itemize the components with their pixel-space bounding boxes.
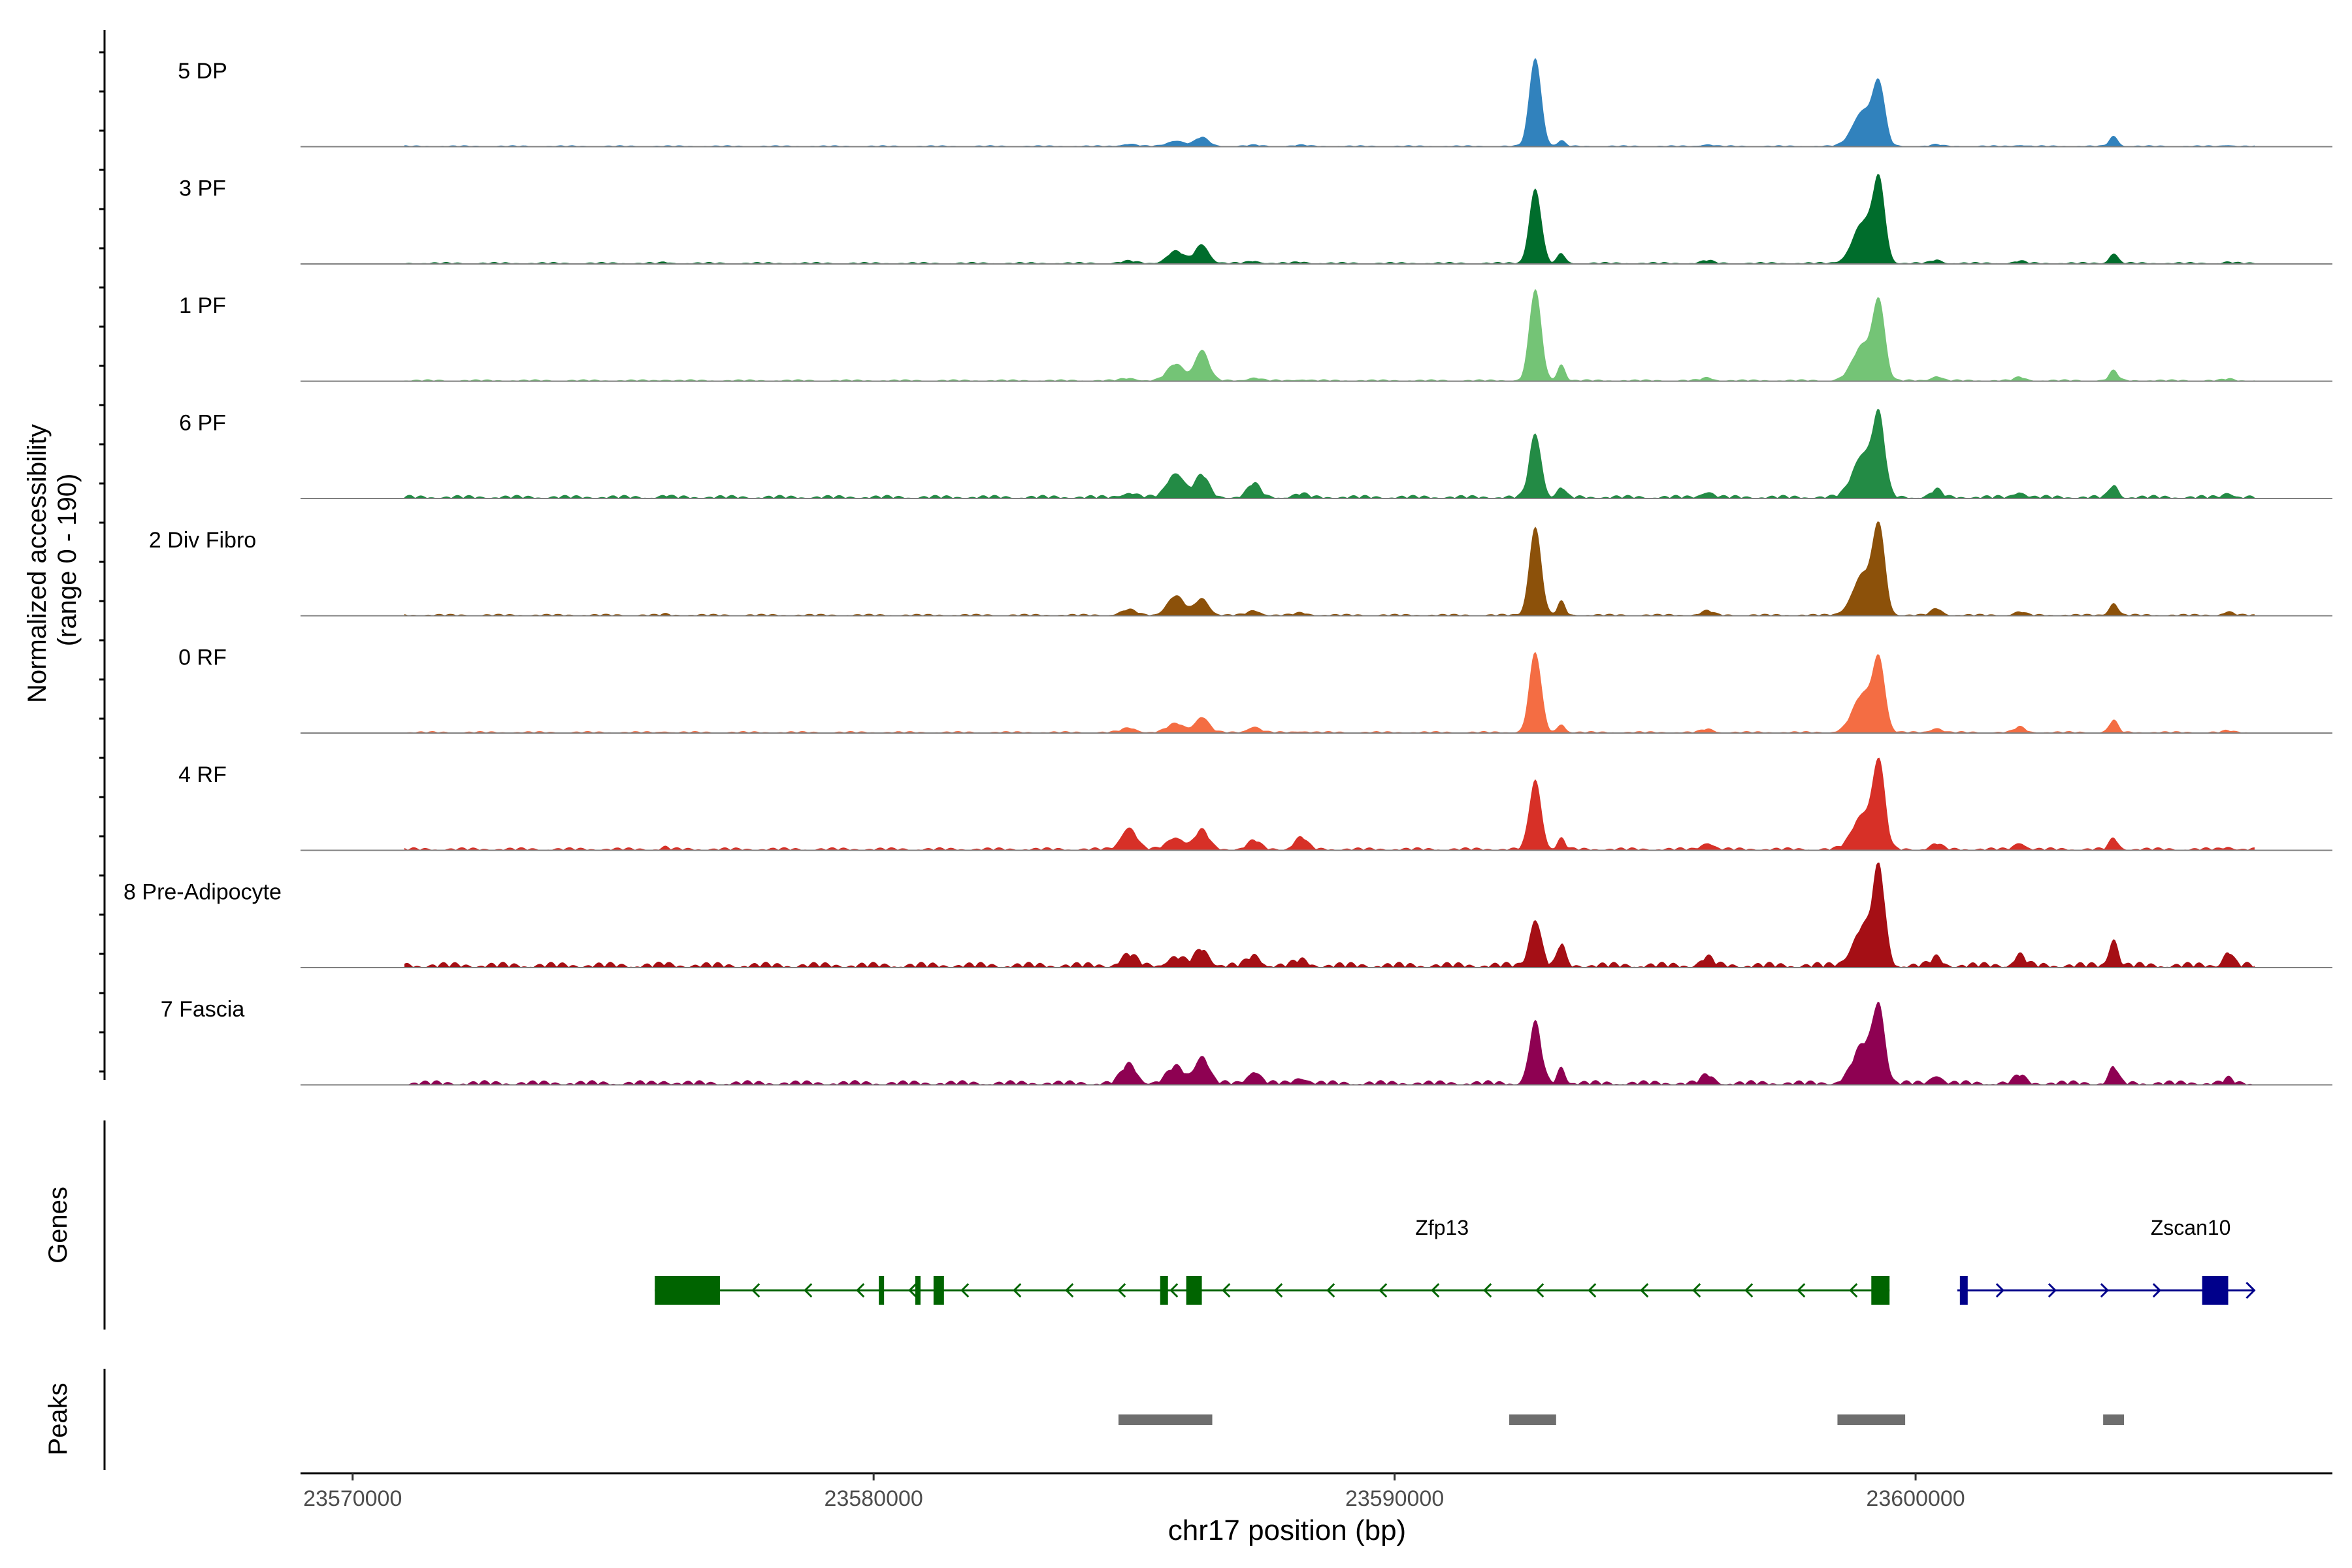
coverage-area-5-dp [404, 57, 2255, 148]
strand-arrow-zscan10-3 [2152, 1282, 2161, 1298]
genes-track: Genes Zfp13 Zscan10 [44, 1120, 2256, 1330]
gene-label-zscan10: Zscan10 [2151, 1216, 2231, 1239]
coverage-area-3-pf [404, 174, 2255, 265]
track-label-1-pf: 1 PF [179, 293, 226, 318]
track-6-pf: 6 PF [179, 408, 2332, 499]
track-label-6-pf: 6 PF [179, 410, 226, 435]
track-4-rf: 4 RF [178, 757, 2332, 851]
coverage-area-8-pre-adipocyte [404, 862, 2255, 968]
strand-arrow-zfp13-19 [1692, 1282, 1701, 1298]
exon-zscan10-0 [1959, 1276, 1968, 1305]
strand-arrow-zfp13-7 [1065, 1282, 1074, 1298]
strand-arrow-zfp13-1 [751, 1282, 760, 1298]
coverage-area-7-fascia [404, 1002, 2255, 1086]
strand-arrow-zfp13-4 [908, 1282, 917, 1298]
strand-arrow-zfp13-2 [804, 1282, 813, 1298]
strand-arrow-zfp13-3 [856, 1282, 865, 1298]
strand-arrow-zfp13-6 [1013, 1282, 1022, 1298]
x-tick-label-3: 23600000 [1866, 1486, 1965, 1511]
strand-arrow-zfp13-17 [1588, 1282, 1597, 1298]
exon-zfp13-3 [933, 1276, 944, 1305]
y-axis: Normalized accessibility (range 0 - 190) [23, 30, 106, 1080]
track-2-div-fibro: 2 Div Fibro [149, 521, 2332, 617]
track-label-3-pf: 3 PF [179, 176, 226, 201]
strand-arrow-zfp13-5 [960, 1282, 970, 1298]
x-tick-label-2: 23590000 [1345, 1486, 1444, 1511]
exon-zfp13-6 [1871, 1276, 1890, 1305]
strand-arrow-zfp13-8 [1117, 1282, 1126, 1298]
peak-region-2 [1837, 1414, 1906, 1425]
strand-arrow-zfp13-9 [1169, 1282, 1179, 1298]
strand-arrow-zfp13-16 [1535, 1282, 1544, 1298]
coverage-area-4-rf [404, 757, 2255, 851]
peak-regions [1118, 1414, 2125, 1425]
x-tick-label-1: 23580000 [825, 1486, 923, 1511]
strand-arrow-zfp13-18 [1640, 1282, 1649, 1298]
track-1-pf: 1 PF [179, 289, 2332, 382]
peak-region-0 [1118, 1414, 1213, 1425]
gene-label-zfp13: Zfp13 [1415, 1216, 1469, 1239]
strand-arrow-zscan10-2 [2100, 1282, 2109, 1298]
peaks-track-label: Peaks [44, 1382, 73, 1455]
strand-arrow-zfp13-10 [1222, 1282, 1231, 1298]
coverage-area-1-pf [404, 289, 2255, 382]
track-label-5-dp: 5 DP [178, 59, 227, 84]
strand-arrow-zfp13-13 [1379, 1282, 1388, 1298]
strand-arrow-zfp13-21 [1797, 1282, 1806, 1298]
strand-arrow-end-zscan10 [2246, 1281, 2256, 1299]
genes-track-label: Genes [44, 1186, 73, 1264]
strand-arrow-zscan10-0 [1995, 1282, 2004, 1298]
y-axis-label-line1: Normalized accessibility [23, 424, 52, 703]
gene-zfp13: Zfp13 [655, 1216, 1890, 1305]
peak-region-3 [2103, 1414, 2125, 1425]
coverage-tracks: 5 DP 3 PF 1 PF 6 PF 2 Div Fibro 0 RF 4 RF 8 Pre… [123, 57, 2332, 1086]
y-axis-label: Normalized accessibility (range 0 - 190) [23, 417, 82, 703]
x-axis-ticks: 23570000 23580000 23590000 23600000 [303, 1473, 1965, 1511]
exon-zfp13-1 [879, 1276, 885, 1305]
exon-zfp13-0 [655, 1276, 720, 1305]
x-axis: 23570000 23580000 23590000 23600000 chr17 p… [301, 1472, 2332, 1546]
track-5-dp: 5 DP [178, 57, 2332, 148]
gene-models: Zfp13 Zscan10 [655, 1216, 2256, 1305]
track-3-pf: 3 PF [179, 174, 2332, 265]
track-label-4-rf: 4 RF [178, 762, 227, 787]
strand-arrow-zscan10-1 [2048, 1282, 2057, 1298]
coverage-area-6-pf [404, 408, 2255, 499]
x-tick-label-0: 23570000 [303, 1486, 402, 1511]
track-label-2-div-fibro: 2 Div Fibro [149, 528, 256, 553]
strand-arrow-zfp13-14 [1431, 1282, 1440, 1298]
gene-zscan10: Zscan10 [1957, 1216, 2256, 1305]
strand-arrow-zfp13-11 [1274, 1282, 1283, 1298]
track-label-8-pre-adipocyte: 8 Pre-Adipocyte [123, 879, 282, 904]
exon-zscan10-1 [2202, 1276, 2229, 1305]
x-axis-label: chr17 position (bp) [1168, 1514, 1406, 1546]
peaks-track: Peaks [44, 1369, 2125, 1470]
coverage-area-0-rf [404, 651, 2255, 734]
track-label-7-fascia: 7 Fascia [161, 997, 245, 1022]
track-0-rf: 0 RF [178, 645, 2332, 734]
track-8-pre-adipocyte: 8 Pre-Adipocyte [123, 862, 2332, 968]
y-axis-ticks [99, 51, 105, 1073]
strand-arrow-zfp13-22 [1849, 1282, 1858, 1298]
strand-arrow-zfp13-15 [1483, 1282, 1492, 1298]
track-label-0-rf: 0 RF [178, 645, 227, 670]
strand-arrow-zfp13-12 [1326, 1282, 1335, 1298]
exon-zfp13-4 [1160, 1276, 1168, 1305]
peak-region-1 [1509, 1414, 1556, 1425]
strand-arrow-zfp13-20 [1744, 1282, 1754, 1298]
exon-zfp13-5 [1186, 1276, 1202, 1305]
track-7-fascia: 7 Fascia [161, 997, 2332, 1086]
exon-zfp13-2 [915, 1276, 921, 1305]
y-axis-label-line2: (range 0 - 190) [53, 474, 82, 647]
coverage-area-2-div-fibro [404, 521, 2255, 617]
